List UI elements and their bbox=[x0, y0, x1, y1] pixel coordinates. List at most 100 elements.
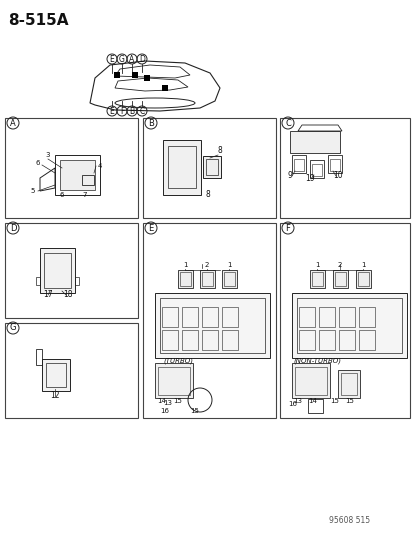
Bar bbox=[309, 270, 324, 288]
Text: (TURBO): (TURBO) bbox=[163, 358, 192, 365]
Bar bbox=[202, 156, 221, 178]
Bar bbox=[289, 131, 339, 153]
Text: 1: 1 bbox=[314, 262, 318, 268]
Text: 3: 3 bbox=[46, 152, 50, 158]
Text: 14: 14 bbox=[307, 398, 316, 404]
Bar bbox=[161, 330, 178, 350]
Bar bbox=[154, 293, 269, 358]
Bar bbox=[36, 277, 40, 285]
Bar bbox=[358, 330, 374, 350]
Bar bbox=[338, 330, 354, 350]
Bar bbox=[221, 330, 237, 350]
Text: D: D bbox=[10, 223, 16, 232]
Text: 7: 7 bbox=[83, 192, 87, 198]
Bar bbox=[279, 223, 409, 418]
Bar bbox=[318, 307, 334, 327]
Bar bbox=[337, 370, 359, 398]
Bar bbox=[355, 270, 370, 288]
Text: F: F bbox=[285, 223, 290, 232]
Bar bbox=[178, 270, 192, 288]
Text: 6: 6 bbox=[59, 192, 64, 198]
Bar bbox=[36, 349, 42, 365]
Bar bbox=[358, 307, 374, 327]
Text: A: A bbox=[10, 118, 16, 127]
Text: 5: 5 bbox=[31, 188, 35, 194]
Bar bbox=[338, 307, 354, 327]
Bar bbox=[357, 272, 368, 286]
Text: 95608 515: 95608 515 bbox=[328, 516, 369, 525]
Bar bbox=[40, 248, 75, 293]
Text: 17: 17 bbox=[43, 290, 53, 299]
Text: A: A bbox=[129, 54, 134, 63]
Text: 15: 15 bbox=[173, 398, 182, 404]
Text: 13: 13 bbox=[293, 398, 302, 404]
Bar bbox=[182, 330, 197, 350]
Text: 14: 14 bbox=[157, 398, 166, 404]
Text: 15: 15 bbox=[345, 398, 354, 404]
Bar bbox=[114, 72, 120, 78]
Text: 9: 9 bbox=[287, 171, 292, 180]
Bar bbox=[307, 399, 322, 413]
Text: 19: 19 bbox=[304, 174, 314, 183]
Text: D: D bbox=[139, 54, 145, 63]
Text: G: G bbox=[10, 324, 16, 333]
Bar bbox=[180, 272, 190, 286]
Bar bbox=[298, 330, 314, 350]
Bar bbox=[75, 277, 79, 285]
Text: B: B bbox=[148, 118, 154, 127]
Text: C: C bbox=[139, 107, 144, 116]
Text: 4: 4 bbox=[97, 163, 102, 169]
Bar bbox=[168, 146, 195, 188]
Text: 18: 18 bbox=[63, 290, 73, 299]
Bar bbox=[60, 160, 95, 190]
Text: 8: 8 bbox=[205, 190, 210, 199]
Bar bbox=[202, 272, 212, 286]
Bar bbox=[154, 363, 192, 398]
Bar bbox=[5, 118, 138, 218]
Bar bbox=[294, 367, 326, 395]
Bar bbox=[42, 359, 70, 391]
Bar bbox=[142, 223, 275, 418]
Bar bbox=[144, 75, 150, 81]
Bar bbox=[202, 307, 218, 327]
Text: 2: 2 bbox=[337, 262, 342, 268]
Bar bbox=[327, 155, 341, 173]
Bar bbox=[311, 164, 321, 176]
Bar bbox=[55, 155, 100, 195]
Bar bbox=[82, 175, 94, 185]
Text: 10: 10 bbox=[332, 171, 342, 180]
Text: 15: 15 bbox=[190, 408, 199, 414]
Bar bbox=[161, 307, 178, 327]
Text: B: B bbox=[129, 107, 134, 116]
Text: (NON-TURBO): (NON-TURBO) bbox=[292, 358, 340, 365]
Bar bbox=[46, 363, 66, 387]
Text: 2: 2 bbox=[204, 262, 209, 268]
Text: E: E bbox=[148, 223, 153, 232]
Bar bbox=[318, 330, 334, 350]
Text: 8-515A: 8-515A bbox=[8, 13, 68, 28]
Text: 1: 1 bbox=[360, 262, 364, 268]
Bar bbox=[293, 159, 303, 171]
Bar bbox=[221, 270, 236, 288]
Bar bbox=[332, 270, 347, 288]
Text: 16: 16 bbox=[160, 408, 169, 414]
Text: E: E bbox=[109, 107, 114, 116]
Bar bbox=[309, 160, 323, 178]
Bar bbox=[298, 307, 314, 327]
Bar bbox=[161, 85, 168, 91]
Bar bbox=[158, 367, 190, 395]
Bar bbox=[334, 272, 345, 286]
Bar bbox=[329, 159, 339, 171]
Bar bbox=[279, 118, 409, 218]
Text: 8: 8 bbox=[217, 146, 222, 155]
Bar bbox=[199, 270, 214, 288]
Bar bbox=[206, 159, 218, 175]
Bar bbox=[5, 323, 138, 418]
Bar bbox=[291, 363, 329, 398]
Text: 6: 6 bbox=[36, 160, 40, 166]
Text: 16: 16 bbox=[288, 401, 297, 407]
Text: 13: 13 bbox=[163, 400, 172, 406]
Bar bbox=[221, 307, 237, 327]
Bar bbox=[5, 223, 138, 318]
Text: 1: 1 bbox=[226, 262, 231, 268]
